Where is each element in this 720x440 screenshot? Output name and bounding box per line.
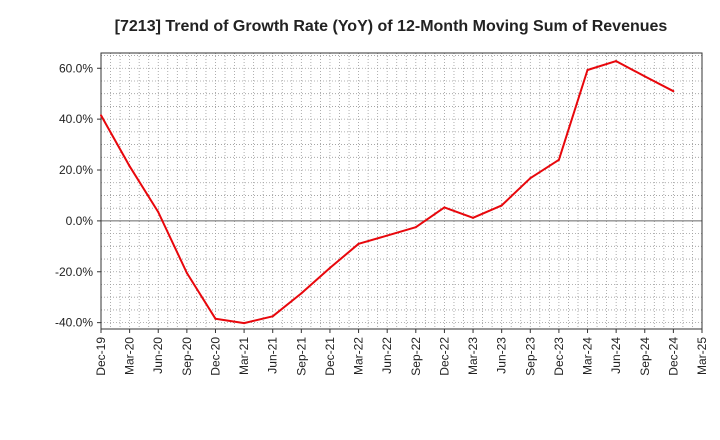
- plot-area-background: [101, 53, 702, 329]
- data-point: [386, 234, 389, 237]
- x-tick-label: Mar-25: [695, 337, 709, 375]
- data-point: [214, 317, 217, 320]
- y-tick-label: 40.0%: [59, 112, 93, 126]
- x-tick-label: Mar-21: [237, 337, 251, 375]
- data-point: [500, 204, 503, 207]
- x-tick-label: Sep-20: [180, 337, 194, 376]
- x-tick-label: Dec-19: [94, 337, 108, 376]
- x-tick-label: Mar-24: [581, 337, 595, 375]
- series-group: [100, 60, 675, 325]
- y-tick-label: 0.0%: [66, 214, 94, 228]
- x-tick-label: Dec-23: [552, 337, 566, 376]
- x-tick-label: Dec-21: [323, 337, 337, 376]
- data-point: [529, 177, 532, 180]
- x-tick-label: Mar-22: [352, 337, 366, 375]
- data-point: [243, 322, 246, 325]
- data-point: [300, 292, 303, 295]
- data-point: [443, 206, 446, 209]
- data-point: [128, 165, 131, 168]
- chart-title: [7213] Trend of Growth Rate (YoY) of 12-…: [115, 18, 668, 35]
- x-tick-label: Jun-21: [266, 337, 280, 374]
- data-point: [328, 266, 331, 269]
- y-axis-labels: -40.0% -20.0% 0.0% 20.0% 40.0% 60.0%: [55, 61, 93, 329]
- data-point: [414, 226, 417, 229]
- y-tick-label: -20.0%: [55, 265, 93, 279]
- plot-frame: [100, 52, 703, 330]
- data-point: [472, 216, 475, 219]
- data-point: [185, 272, 188, 275]
- data-point: [157, 210, 160, 213]
- x-axis-labels: Dec-19 Mar-20 Jun-20 Sep-20 Dec-20 Mar-21 Jun-…: [94, 337, 709, 376]
- x-tick-label: Mar-23: [466, 337, 480, 375]
- x-tick-label: Jun-24: [609, 337, 623, 374]
- y-tick-label: 60.0%: [59, 61, 93, 75]
- x-tick-label: Jun-23: [495, 337, 509, 374]
- data-point: [615, 60, 618, 63]
- data-point: [100, 114, 102, 117]
- x-tick-label: Sep-23: [523, 337, 537, 376]
- data-point: [672, 90, 675, 93]
- grid: [101, 53, 702, 329]
- data-point: [586, 69, 589, 72]
- data-point: [643, 75, 646, 78]
- x-tick-label: Sep-24: [638, 337, 652, 376]
- x-tick-label: Jun-22: [380, 337, 394, 374]
- data-point: [557, 158, 560, 161]
- data-point: [271, 315, 274, 318]
- x-tick-label: Sep-21: [294, 337, 308, 376]
- x-tick-label: Dec-22: [437, 337, 451, 376]
- x-tick-label: Jun-20: [151, 337, 165, 374]
- axes: [97, 52, 703, 333]
- y-tick-label: -40.0%: [55, 316, 93, 330]
- x-tick-label: Dec-20: [208, 337, 222, 376]
- data-point: [357, 242, 360, 245]
- x-tick-label: Sep-22: [409, 337, 423, 376]
- x-tick-label: Mar-20: [123, 337, 137, 375]
- x-tick-label: Dec-24: [666, 337, 680, 376]
- y-tick-label: 20.0%: [59, 163, 93, 177]
